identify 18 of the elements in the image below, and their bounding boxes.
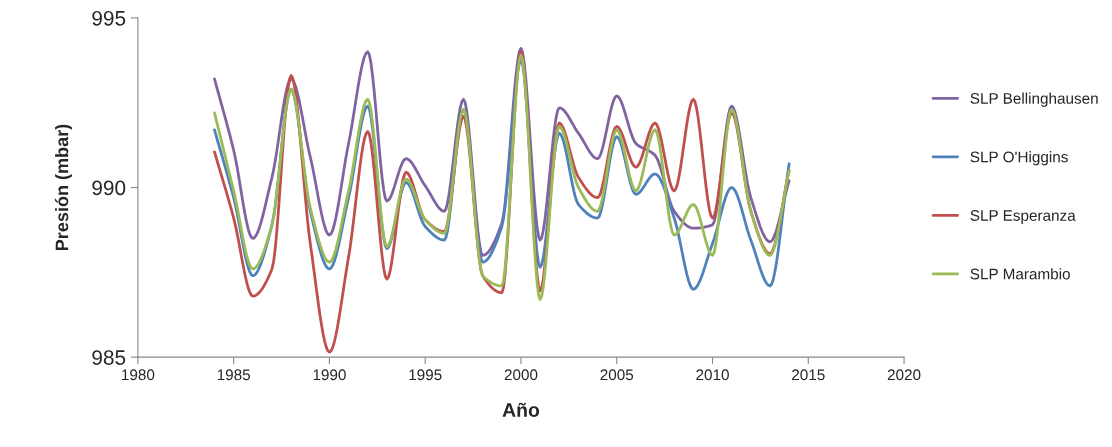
y-tick-label: 985 <box>92 350 126 365</box>
x-tick-label: 2010 <box>696 369 729 381</box>
x-tick-label: 2005 <box>600 369 634 381</box>
y-tick-label: 990 <box>92 180 126 196</box>
x-tick-label: 1990 <box>313 369 346 381</box>
legend-label: SLP O'Higgins <box>970 151 1068 166</box>
legend-label: SLP Bellinghausen <box>970 92 1098 107</box>
x-tick-label: 1985 <box>217 369 251 381</box>
y-tick-label: 995 <box>92 10 126 26</box>
x-tick-label: 1995 <box>409 369 442 381</box>
x-tick-label: 2000 <box>504 369 538 381</box>
x-tick-label: 2020 <box>887 369 921 381</box>
y-axis-title: Presión (mbar) <box>54 124 72 251</box>
x-tick-label: 1980 <box>122 369 155 381</box>
legend-label: SLP Esperanza <box>970 210 1076 224</box>
x-tick-label: 2015 <box>792 369 825 381</box>
x-axis-title: Año <box>502 402 540 417</box>
legend-label: SLP Marambio <box>970 268 1070 280</box>
